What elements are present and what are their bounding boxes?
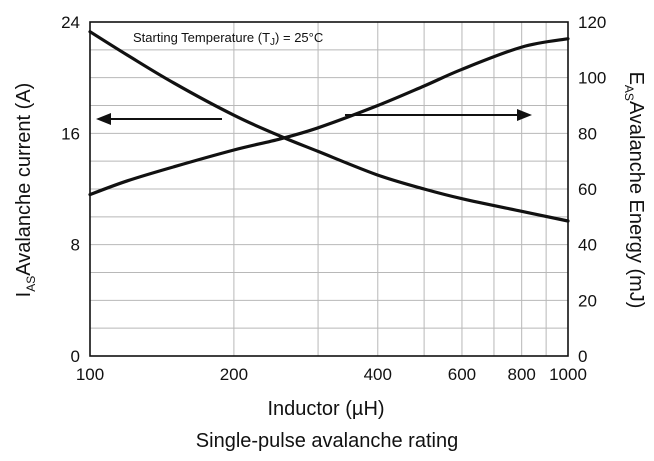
x-tick-label: 800 bbox=[507, 365, 535, 384]
avalanche-current-line bbox=[90, 32, 568, 221]
x-tick-label: 600 bbox=[448, 365, 476, 384]
y-right-tick-label: 120 bbox=[578, 13, 606, 32]
y-axis-label-right: EASAvalanche Energy (mJ) bbox=[622, 72, 647, 309]
left-axis-arrow bbox=[96, 113, 222, 125]
x-tick-label: 400 bbox=[364, 365, 392, 384]
avalanche-energy-line bbox=[90, 39, 568, 195]
y-right-tick-label: 0 bbox=[578, 347, 587, 366]
y-right-tick-label: 60 bbox=[578, 180, 597, 199]
x-tick-label: 100 bbox=[76, 365, 104, 384]
annotation-text: Starting Temperature (TJ) = 25°C bbox=[133, 30, 323, 48]
y-right-tick-label: 20 bbox=[578, 291, 597, 310]
y-left-tick-label: 16 bbox=[61, 124, 80, 143]
x-axis-label: Inductor (µH) bbox=[267, 398, 384, 420]
chart-title: Single-pulse avalanche rating bbox=[196, 430, 458, 452]
y-right-tick-label: 80 bbox=[578, 124, 597, 143]
y-left-tick-label: 0 bbox=[71, 347, 80, 366]
y-left-tick-label: 8 bbox=[71, 236, 80, 255]
y-right-tick-label: 40 bbox=[578, 236, 597, 255]
grid-lines bbox=[90, 22, 568, 356]
y-left-tick-label: 24 bbox=[61, 13, 80, 32]
x-tick-label: 200 bbox=[220, 365, 248, 384]
y-axis-label-left: IASAvalanche current (A) bbox=[13, 83, 38, 298]
x-tick-label: 1000 bbox=[549, 365, 587, 384]
y-right-tick-label: 100 bbox=[578, 69, 606, 88]
right-axis-arrow bbox=[345, 109, 532, 121]
series-layer bbox=[90, 32, 568, 221]
